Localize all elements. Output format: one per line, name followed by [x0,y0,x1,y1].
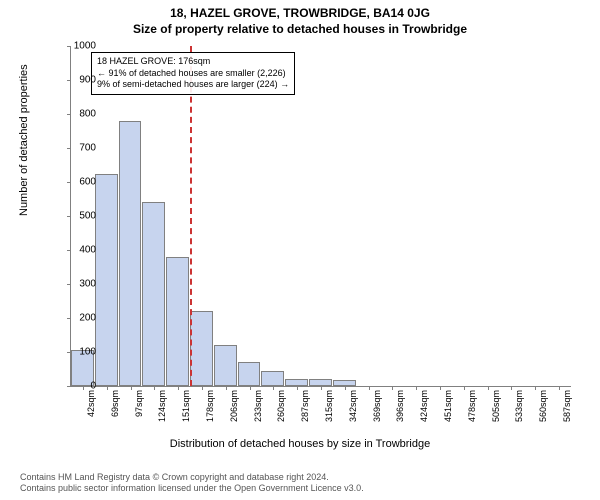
histogram-bar [309,379,332,386]
y-tick-label: 600 [66,177,96,188]
x-tick-mark [416,386,417,390]
y-tick-label: 800 [66,109,96,120]
histogram-bar [261,371,284,386]
histogram-bar [238,362,261,386]
x-tick-label: 69sqm [110,390,120,417]
y-axis-label: Number of detached properties [18,64,30,216]
x-tick-label: 97sqm [134,390,144,417]
x-tick-mark [107,386,108,390]
y-tick-label: 500 [66,211,96,222]
x-tick-label: 124sqm [157,390,167,422]
histogram-bar [214,345,237,386]
histogram-bar [95,174,118,387]
histogram-bar [166,257,189,386]
chart-title-subtitle: Size of property relative to detached ho… [0,20,600,36]
x-tick-label: 178sqm [205,390,215,422]
x-tick-mark [226,386,227,390]
x-tick-label: 233sqm [253,390,263,422]
x-tick-mark [440,386,441,390]
y-tick-label: 0 [66,381,96,392]
x-tick-mark [273,386,274,390]
x-tick-mark [131,386,132,390]
footer-line-1: Contains HM Land Registry data © Crown c… [20,472,364,483]
y-tick-label: 1000 [66,41,96,52]
x-tick-label: 42sqm [86,390,96,417]
histogram-plot: 42sqm69sqm97sqm124sqm151sqm178sqm206sqm2… [70,46,571,387]
x-tick-mark [511,386,512,390]
x-axis-label: Distribution of detached houses by size … [0,438,600,450]
x-tick-mark [535,386,536,390]
y-tick-label: 700 [66,143,96,154]
x-tick-label: 206sqm [229,390,239,422]
x-tick-mark [464,386,465,390]
x-tick-label: 424sqm [419,390,429,422]
annotation-line-3: 9% of semi-detached houses are larger (2… [97,79,289,91]
x-tick-label: 587sqm [562,390,572,422]
x-tick-mark [297,386,298,390]
y-tick-label: 400 [66,245,96,256]
reference-line [190,46,192,386]
chart-title-address: 18, HAZEL GROVE, TROWBRIDGE, BA14 0JG [0,0,600,20]
x-tick-label: 478sqm [467,390,477,422]
x-tick-label: 396sqm [395,390,405,422]
x-tick-label: 505sqm [491,390,501,422]
y-tick-label: 100 [66,347,96,358]
x-tick-label: 560sqm [538,390,548,422]
annotation-line-1: 18 HAZEL GROVE: 176sqm [97,56,289,68]
x-tick-mark [178,386,179,390]
x-tick-label: 315sqm [324,390,334,422]
x-tick-label: 369sqm [372,390,382,422]
histogram-bar [190,311,213,386]
x-tick-label: 342sqm [348,390,358,422]
x-tick-label: 287sqm [300,390,310,422]
histogram-bar [119,121,142,386]
x-tick-mark [488,386,489,390]
annotation-box: 18 HAZEL GROVE: 176sqm← 91% of detached … [91,52,295,95]
x-tick-mark [321,386,322,390]
histogram-bar [285,379,308,386]
x-tick-mark [392,386,393,390]
x-tick-mark [154,386,155,390]
x-tick-mark [202,386,203,390]
attribution-footer: Contains HM Land Registry data © Crown c… [20,472,364,495]
x-tick-label: 451sqm [443,390,453,422]
x-tick-mark [559,386,560,390]
y-tick-label: 900 [66,75,96,86]
x-tick-mark [345,386,346,390]
x-tick-label: 151sqm [181,390,191,422]
x-tick-mark [250,386,251,390]
x-tick-label: 533sqm [514,390,524,422]
histogram-bar [142,202,165,386]
footer-line-2: Contains public sector information licen… [20,483,364,494]
y-tick-label: 200 [66,313,96,324]
annotation-line-2: ← 91% of detached houses are smaller (2,… [97,68,289,80]
x-tick-mark [369,386,370,390]
y-tick-label: 300 [66,279,96,290]
x-tick-label: 260sqm [276,390,286,422]
